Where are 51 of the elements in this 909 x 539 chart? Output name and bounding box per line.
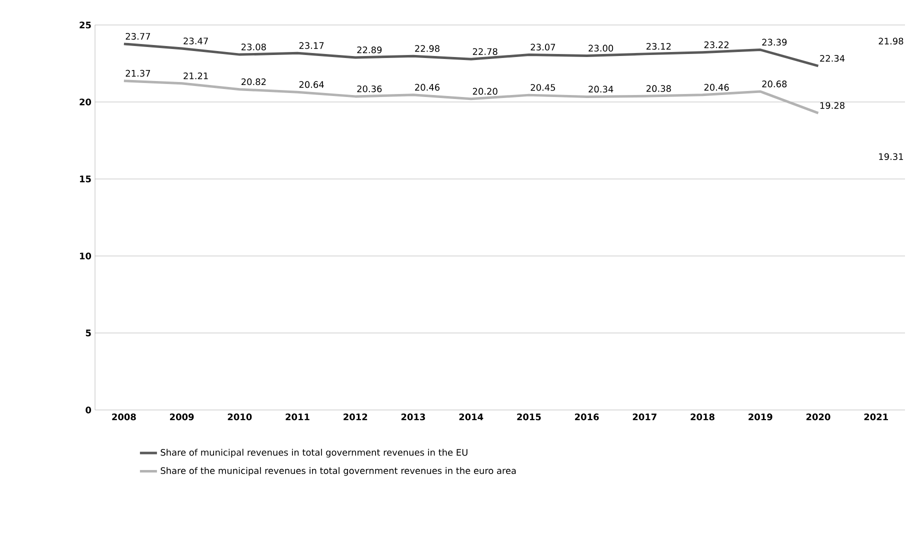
y-tick-label: 10 bbox=[80, 252, 92, 260]
y-tick-label: 25 bbox=[80, 22, 91, 28]
data-label: 20.45 bbox=[530, 84, 556, 91]
data-label: 20.46 bbox=[704, 84, 729, 91]
y-tick-label: 5 bbox=[86, 330, 91, 336]
data-label: 23.00 bbox=[588, 44, 614, 52]
data-label: 21.21 bbox=[184, 72, 208, 80]
y-tick-label: 15 bbox=[80, 176, 91, 182]
legend-label: Share of the municipal revenues in total government revenues in the euro area bbox=[160, 467, 516, 476]
data-label: 20.46 bbox=[415, 84, 440, 91]
data-label: 23.08 bbox=[242, 44, 266, 50]
data-label: 20.82 bbox=[242, 78, 266, 86]
line-series bbox=[122, 80, 820, 114]
y-tick-label: 20 bbox=[80, 98, 92, 106]
data-label: 23.39 bbox=[762, 38, 787, 46]
legend-label: Share of municipal revenues in total government revenues in the EU bbox=[160, 448, 468, 458]
y-tick-label: 0 bbox=[86, 406, 92, 414]
data-label: 23.12 bbox=[646, 42, 671, 50]
data-label: 22.98 bbox=[415, 45, 440, 52]
data-label: 22.78 bbox=[472, 48, 498, 55]
x-tick-label: 2016 bbox=[575, 414, 599, 420]
annotation: 21.98 bbox=[878, 38, 904, 45]
x-tick-label: 2018 bbox=[690, 414, 714, 420]
x-tick-label: 2021 bbox=[864, 414, 888, 420]
x-tick-label: 2008 bbox=[112, 414, 136, 420]
data-label: 23.07 bbox=[530, 44, 556, 51]
data-label: 20.20 bbox=[472, 88, 498, 95]
data-label: 21.37 bbox=[126, 70, 150, 77]
data-label: 19.28 bbox=[820, 102, 844, 109]
data-label: 20.68 bbox=[762, 80, 787, 88]
x-tick-label: 2013 bbox=[401, 414, 425, 420]
x-tick-label: 2017 bbox=[632, 414, 656, 420]
x-tick-label: 2019 bbox=[748, 414, 772, 420]
x-tick-label: 2020 bbox=[806, 414, 830, 420]
x-tick-label: 2014 bbox=[459, 414, 484, 420]
data-label: 22.89 bbox=[357, 46, 382, 54]
x-tick-label: 2009 bbox=[170, 414, 194, 420]
data-label: 23.22 bbox=[704, 41, 728, 48]
x-tick-label: 2012 bbox=[344, 414, 368, 420]
data-label: 20.38 bbox=[646, 85, 671, 92]
data-label: 23.77 bbox=[126, 32, 150, 40]
data-label: 22.34 bbox=[820, 54, 845, 62]
data-label: 23.47 bbox=[184, 38, 208, 44]
annotation: 19.31 bbox=[879, 153, 903, 160]
x-tick-label: 2011 bbox=[286, 414, 310, 420]
data-label: 20.34 bbox=[588, 86, 614, 93]
data-label: 20.36 bbox=[357, 85, 382, 92]
x-tick-label: 2010 bbox=[228, 414, 252, 420]
x-tick-label: 2015 bbox=[517, 414, 541, 420]
data-label: 20.64 bbox=[299, 81, 324, 88]
data-label: 23.17 bbox=[299, 42, 324, 49]
